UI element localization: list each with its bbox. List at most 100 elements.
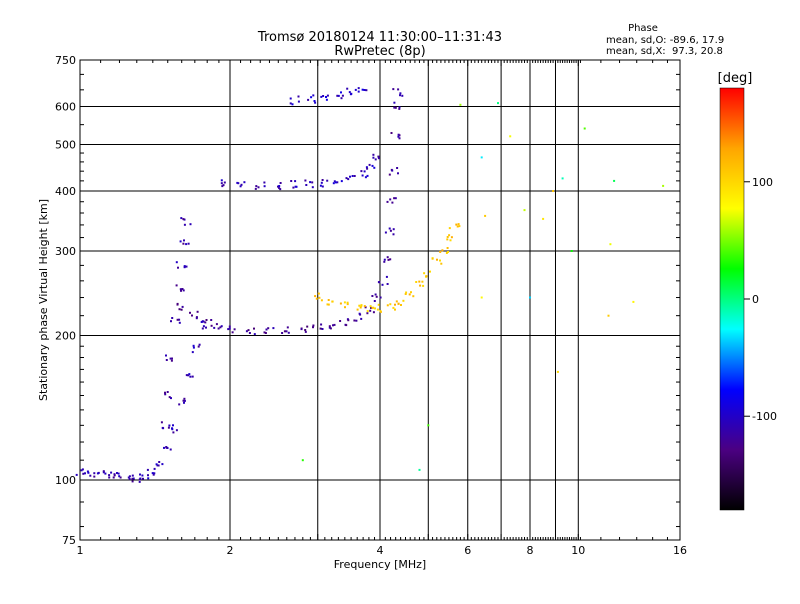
data-point [182,289,185,292]
data-point [422,284,425,287]
data-point [334,181,337,184]
data-point [418,280,421,283]
data-point [523,209,526,212]
data-point [183,397,186,400]
data-point [228,327,231,330]
data-point [161,463,164,466]
y-tick-label: 200 [55,330,76,343]
data-point [455,223,458,226]
data-point [192,346,195,349]
data-point [360,170,363,173]
data-point [281,332,284,334]
data-point [153,472,156,475]
data-point [223,181,226,184]
data-point [264,332,267,334]
data-point [253,327,255,330]
data-point [321,328,324,330]
data-point [394,106,397,109]
data-point [127,476,130,479]
data-point [392,306,395,309]
data-point [349,93,352,96]
data-point [180,308,183,311]
data-point [423,272,426,275]
data-point [201,327,204,330]
data-point [189,375,192,378]
data-point [86,470,89,473]
data-point [377,157,380,160]
data-point [291,103,294,106]
data-point [171,357,173,360]
data-point [183,218,186,221]
data-point [322,95,325,97]
data-point [398,107,401,110]
data-point [75,473,78,476]
data-point [345,177,348,180]
data-point [613,179,616,182]
data-point [205,326,207,329]
data-point [164,393,167,396]
grid-lines [80,60,680,540]
data-point [632,300,635,303]
data-point [391,169,394,172]
data-point [132,477,135,480]
data-point [311,186,314,189]
data-point [300,328,303,331]
data-point [319,327,322,330]
series-o-mode-e-cusp [160,217,192,430]
data-point [321,179,324,181]
data-point [333,323,336,326]
data-point [333,180,336,183]
data-point [168,396,171,399]
data-point [87,471,90,474]
data-points [75,87,665,483]
data-point [102,470,105,473]
x-tick-labels: 1 2 4 6 8 10 16 [77,544,688,557]
data-point [439,250,442,253]
data-point [328,325,331,328]
data-point [570,250,573,252]
data-point [386,304,389,307]
data-point [165,446,168,449]
data-point [119,476,122,479]
data-point [326,94,329,97]
data-point [253,333,256,336]
data-point [327,299,330,301]
phase-stats-title: Phase [628,23,658,34]
data-point [279,188,282,191]
y-tick-label: 600 [55,101,76,114]
data-point [178,321,181,324]
data-point [318,296,321,299]
data-point [81,468,84,471]
data-point [374,158,377,161]
data-point [265,328,268,331]
data-point [431,257,434,260]
data-point [458,225,461,228]
x-tick-label: 6 [464,544,471,557]
data-point [151,472,154,475]
data-point [326,303,329,306]
data-point [187,242,190,245]
colorbar-ticks: 100 0 -100 [744,176,777,423]
data-point [248,332,251,334]
data-point [131,480,134,483]
data-point [402,299,405,302]
data-point [332,324,334,327]
data-point [309,181,312,184]
data-point [371,164,374,167]
data-point [272,327,275,330]
phase-stats-x: mean, sd,X: 97.3, 20.8 [606,46,723,57]
data-point [373,300,376,302]
data-point [170,320,172,323]
data-point [320,95,323,98]
data-point [286,326,289,329]
data-point [355,319,358,322]
data-point [340,180,343,183]
data-point [267,327,270,330]
data-point [314,295,317,298]
data-point [183,223,186,226]
data-point [307,98,310,101]
data-point [304,329,307,331]
y-tick-label: 300 [55,245,76,258]
data-point [363,170,366,173]
data-point [361,174,364,177]
